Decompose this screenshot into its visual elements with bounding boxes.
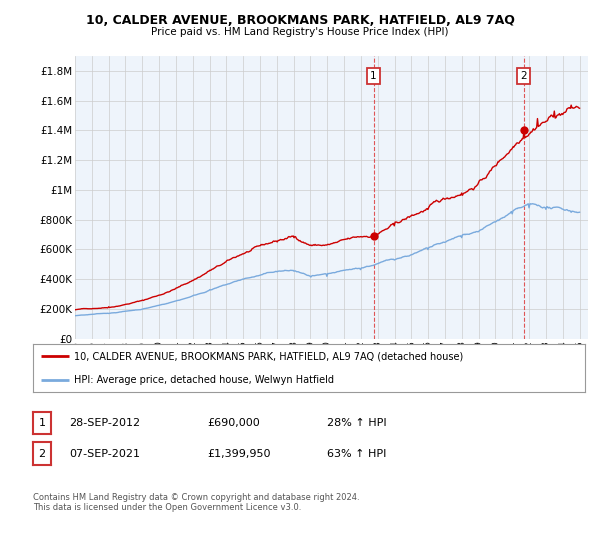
Text: 63% ↑ HPI: 63% ↑ HPI: [327, 449, 386, 459]
Text: 10, CALDER AVENUE, BROOKMANS PARK, HATFIELD, AL9 7AQ (detached house): 10, CALDER AVENUE, BROOKMANS PARK, HATFI…: [74, 351, 464, 361]
Text: 1: 1: [370, 71, 377, 81]
Text: 10, CALDER AVENUE, BROOKMANS PARK, HATFIELD, AL9 7AQ: 10, CALDER AVENUE, BROOKMANS PARK, HATFI…: [86, 14, 514, 27]
Text: £1,399,950: £1,399,950: [207, 449, 271, 459]
Text: £690,000: £690,000: [207, 418, 260, 428]
Text: 2: 2: [521, 71, 527, 81]
Text: Contains HM Land Registry data © Crown copyright and database right 2024.
This d: Contains HM Land Registry data © Crown c…: [33, 493, 359, 512]
Text: Price paid vs. HM Land Registry's House Price Index (HPI): Price paid vs. HM Land Registry's House …: [151, 27, 449, 37]
Text: 28-SEP-2012: 28-SEP-2012: [69, 418, 140, 428]
Text: HPI: Average price, detached house, Welwyn Hatfield: HPI: Average price, detached house, Welw…: [74, 375, 334, 385]
Text: 2: 2: [38, 449, 46, 459]
Text: 28% ↑ HPI: 28% ↑ HPI: [327, 418, 386, 428]
Text: 1: 1: [38, 418, 46, 428]
Text: 07-SEP-2021: 07-SEP-2021: [69, 449, 140, 459]
